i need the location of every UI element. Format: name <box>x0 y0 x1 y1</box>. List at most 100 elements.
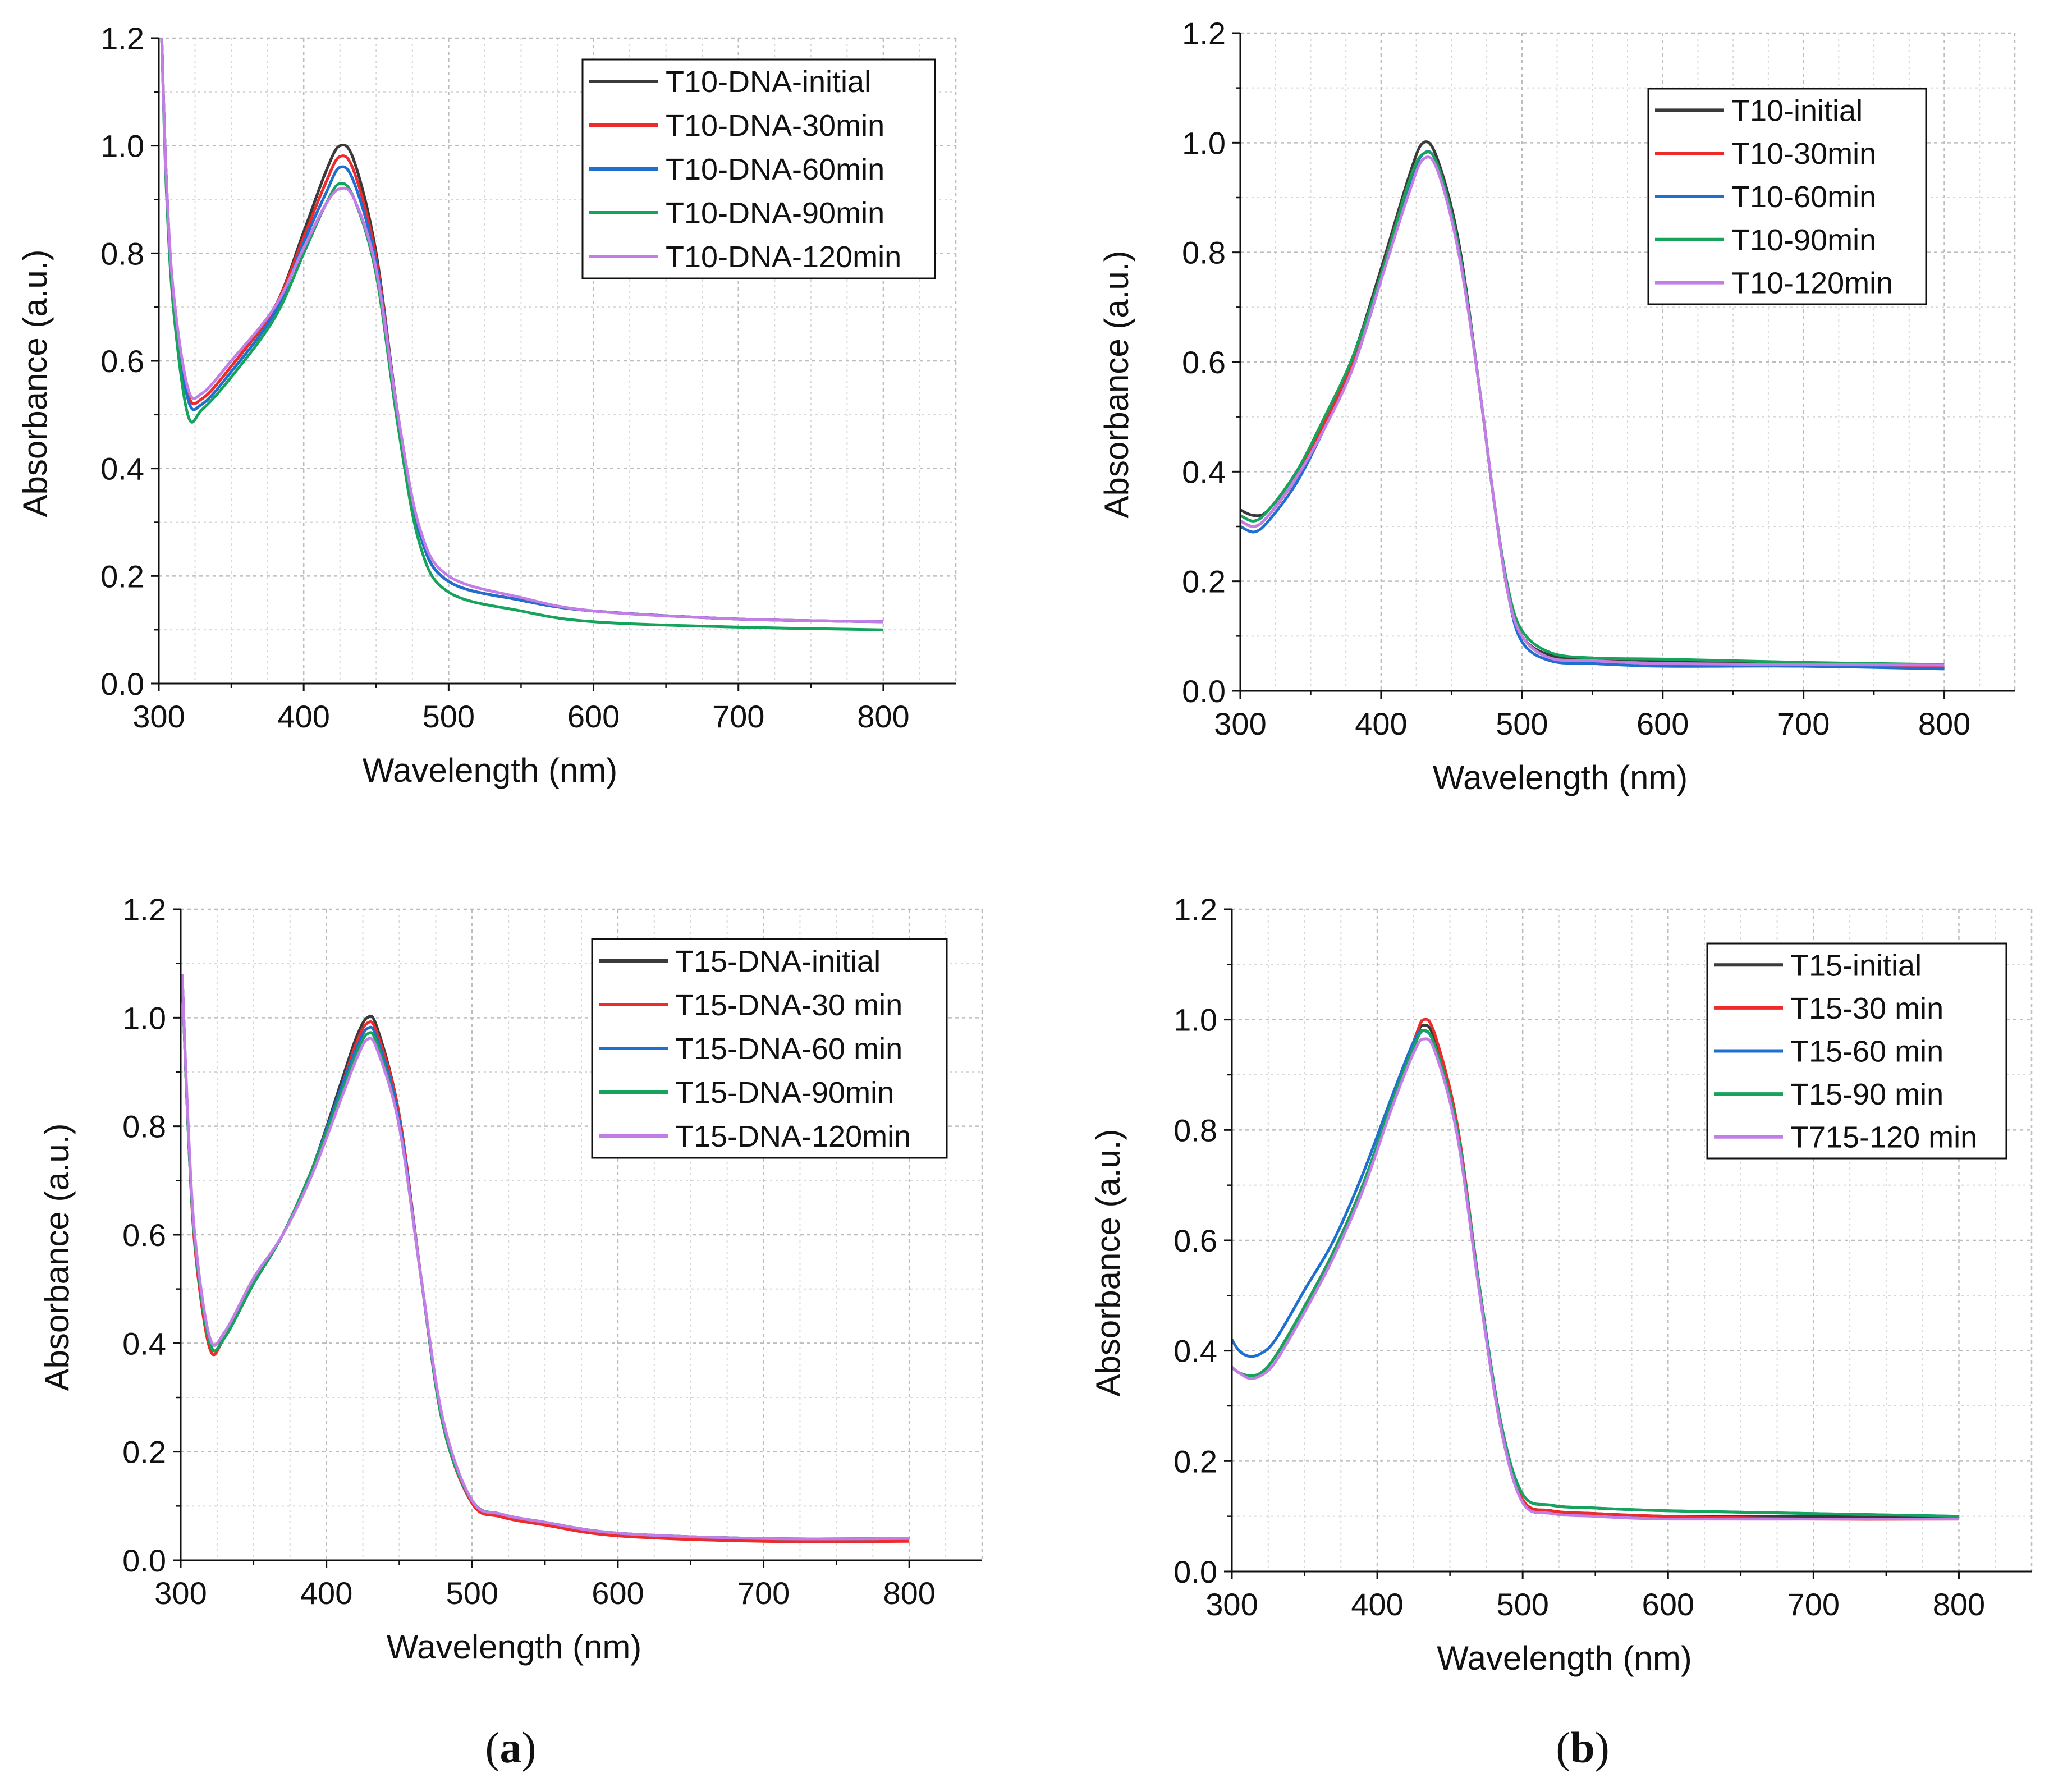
y-tick-label: 0.8 <box>122 1109 166 1144</box>
series-line-3 <box>1231 1029 1959 1518</box>
x-tick-label: 600 <box>592 1575 644 1611</box>
legend-label-3: T15-90 min <box>1790 1078 1943 1111</box>
x-axis-title: Wavelength (nm) <box>1433 759 1688 796</box>
panel-label-b-open: ( <box>1556 1723 1570 1772</box>
x-tick-label: 700 <box>1777 706 1830 741</box>
y-tick-label: 0.6 <box>122 1217 166 1253</box>
legend-label-1: T10-DNA-30min <box>666 109 884 143</box>
y-axis-title: Absorbance (a.u.) <box>1089 1129 1127 1397</box>
x-tick-label: 800 <box>1933 1587 1985 1622</box>
x-tick-label: 300 <box>154 1575 207 1611</box>
x-tick-label: 700 <box>712 699 764 734</box>
y-tick-label: 0.4 <box>1173 1334 1217 1369</box>
x-tick-label: 400 <box>1351 1587 1403 1622</box>
legend-label-2: T15-DNA-60 min <box>675 1032 902 1066</box>
legend-label-3: T15-DNA-90min <box>675 1076 894 1110</box>
x-tick-label: 700 <box>737 1575 790 1611</box>
y-tick-label: 0.2 <box>122 1435 166 1470</box>
legend-label-4: T715-120 min <box>1790 1121 1977 1154</box>
y-axis-title: Absorbance (a.u.) <box>16 250 54 517</box>
legend-label-1: T15-DNA-30 min <box>675 988 902 1022</box>
x-tick-label: 600 <box>1642 1587 1694 1622</box>
x-tick-label: 500 <box>1496 1587 1548 1622</box>
x-tick-label: 400 <box>1355 706 1407 741</box>
panel-label-b-close: ) <box>1595 1723 1610 1772</box>
legend: T10-DNA-initial T10-DNA-30min T10-DNA-60mi… <box>581 58 936 279</box>
y-tick-label: 0.4 <box>122 1326 166 1361</box>
x-tick-label: 500 <box>1496 706 1548 741</box>
series-line-4 <box>160 38 883 624</box>
legend-label-1: T15-30 min <box>1790 992 1943 1025</box>
y-tick-label: 1.2 <box>1173 892 1217 927</box>
y-tick-label: 1.2 <box>100 21 144 56</box>
x-tick-label: 400 <box>300 1575 352 1611</box>
series-line-4 <box>1239 155 1945 667</box>
legend-label-4: T15-DNA-120min <box>675 1120 911 1153</box>
y-tick-label: 0.0 <box>1182 673 1226 709</box>
y-axis-title: Absorbance (a.u.) <box>1098 251 1135 519</box>
y-tick-label: 0.6 <box>100 343 144 379</box>
panel-label-b: (b) <box>1556 1723 1609 1772</box>
x-tick-label: 300 <box>1205 1587 1258 1622</box>
x-tick-label: 800 <box>1918 706 1970 741</box>
legend-label-0: T10-initial <box>1731 94 1863 127</box>
x-tick-label: 700 <box>1787 1587 1840 1622</box>
y-tick-label: 0.8 <box>1173 1112 1217 1148</box>
x-tick-label: 600 <box>567 699 620 734</box>
y-tick-label: 0.2 <box>1173 1444 1217 1479</box>
panel-label-b-letter: b <box>1570 1723 1594 1772</box>
y-tick-label: 0.2 <box>100 558 144 594</box>
legend: T10-initial T10-30min T10-60min T10-90min T1… <box>1647 88 1927 305</box>
y-tick-label: 1.0 <box>122 1000 166 1035</box>
x-tick-label: 500 <box>423 699 475 734</box>
legend-label-4: T10-DNA-120min <box>666 240 901 274</box>
legend-label-0: T15-DNA-initial <box>675 945 881 978</box>
y-tick-label: 1.2 <box>122 892 166 927</box>
series-line-4 <box>181 974 910 1541</box>
panel-label-a: (a) <box>485 1723 537 1772</box>
x-tick-label: 300 <box>132 699 185 734</box>
y-tick-label: 1.0 <box>1173 1002 1217 1038</box>
y-tick-label: 0.4 <box>1182 454 1226 489</box>
legend-label-2: T10-60min <box>1731 180 1876 214</box>
legend-label-1: T10-30min <box>1731 137 1876 171</box>
y-tick-label: 1.0 <box>1182 125 1226 161</box>
legend: T15-DNA-initial T15-DNA-30 min T15-DNA-60 … <box>591 938 948 1159</box>
x-axis-title: Wavelength (nm) <box>387 1628 642 1666</box>
y-tick-label: 1.2 <box>1182 16 1226 51</box>
legend-label-3: T10-DNA-90min <box>666 196 884 230</box>
panel-label-a-open: ( <box>485 1723 500 1772</box>
y-tick-label: 0.6 <box>1173 1223 1217 1258</box>
legend-label-0: T10-DNA-initial <box>666 65 871 99</box>
y-tick-label: 0.0 <box>122 1543 166 1578</box>
x-axis-title: Wavelength (nm) <box>1437 1639 1692 1677</box>
y-tick-label: 0.6 <box>1182 345 1226 380</box>
x-tick-label: 800 <box>857 699 909 734</box>
panel-label-a-close: ) <box>522 1723 537 1772</box>
y-tick-label: 0.2 <box>1182 564 1226 599</box>
panel-label-a-letter: a <box>500 1723 522 1772</box>
chart-bottom-left: 300 400 500 600 700 800 0.0 0.2 0.4 0.6 0.8 1.0 1.2 W… <box>38 892 983 1666</box>
y-axis-title: Absorbance (a.u.) <box>38 1124 76 1391</box>
x-tick-label: 400 <box>277 699 329 734</box>
y-tick-label: 0.4 <box>100 451 144 487</box>
legend-label-4: T10-120min <box>1731 267 1893 300</box>
x-tick-label: 600 <box>1636 706 1689 741</box>
y-tick-label: 0.0 <box>1173 1554 1217 1589</box>
x-tick-label: 300 <box>1214 706 1266 741</box>
y-tick-label: 0.0 <box>100 666 144 702</box>
legend-label-3: T10-90min <box>1731 223 1876 257</box>
chart-bottom-right: 300 400 500 600 700 800 0.0 0.2 0.4 0.6 0.8 1.0 1.2 W… <box>1089 892 2033 1677</box>
legend-label-2: T10-DNA-60min <box>666 153 884 186</box>
y-tick-label: 0.8 <box>100 236 144 271</box>
chart-top-left: 300 400 500 600 700 800 0.0 0.2 0.4 0.6 0.8 1.0 1.2 W… <box>16 21 957 789</box>
y-tick-label: 0.8 <box>1182 235 1226 271</box>
legend: T15-initial T15-30 min T15-60 min T15-90 mi… <box>1706 942 2007 1160</box>
series-line-4 <box>1231 1037 1959 1521</box>
x-axis-title: Wavelength (nm) <box>363 752 618 789</box>
x-tick-label: 500 <box>446 1575 498 1611</box>
y-tick-label: 1.0 <box>100 129 144 164</box>
chart-top-right: 300 400 500 600 700 800 0.0 0.2 0.4 0.6 0.8 1.0 1.2 W… <box>1098 16 2016 796</box>
legend-label-2: T15-60 min <box>1790 1035 1943 1069</box>
